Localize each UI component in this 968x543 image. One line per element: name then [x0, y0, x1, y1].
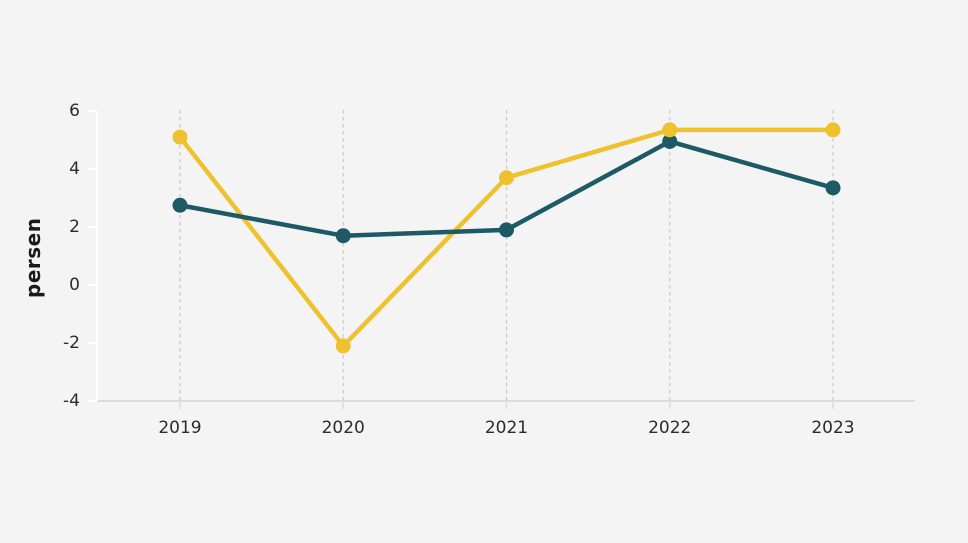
data-point-series-yellow [662, 122, 678, 138]
y-tick-label: 2 [69, 217, 80, 237]
y-tick-label: 6 [69, 101, 80, 121]
data-point-series-yellow [499, 170, 514, 186]
y-tick-label: 0 [69, 275, 80, 295]
x-tick-label: 2019 [158, 418, 202, 438]
y-axis-title: persen [21, 217, 45, 299]
x-tick-label: 2023 [811, 418, 855, 438]
y-tick-label: 4 [69, 159, 80, 179]
y-tick-label: -4 [63, 391, 80, 411]
data-point-series-teal [662, 133, 678, 149]
data-point-series-teal [499, 222, 514, 238]
data-point-series-yellow [335, 338, 351, 354]
data-point-series-yellow [825, 122, 841, 138]
data-point-series-teal [335, 228, 351, 244]
x-tick-label: 2022 [648, 418, 692, 438]
x-tick-label: 2020 [321, 418, 365, 438]
y-tick-label: -2 [63, 333, 80, 353]
data-point-series-yellow [172, 129, 188, 145]
data-point-series-teal [172, 197, 188, 213]
data-point-series-teal [825, 180, 841, 196]
x-tick-label: 2021 [484, 418, 529, 438]
